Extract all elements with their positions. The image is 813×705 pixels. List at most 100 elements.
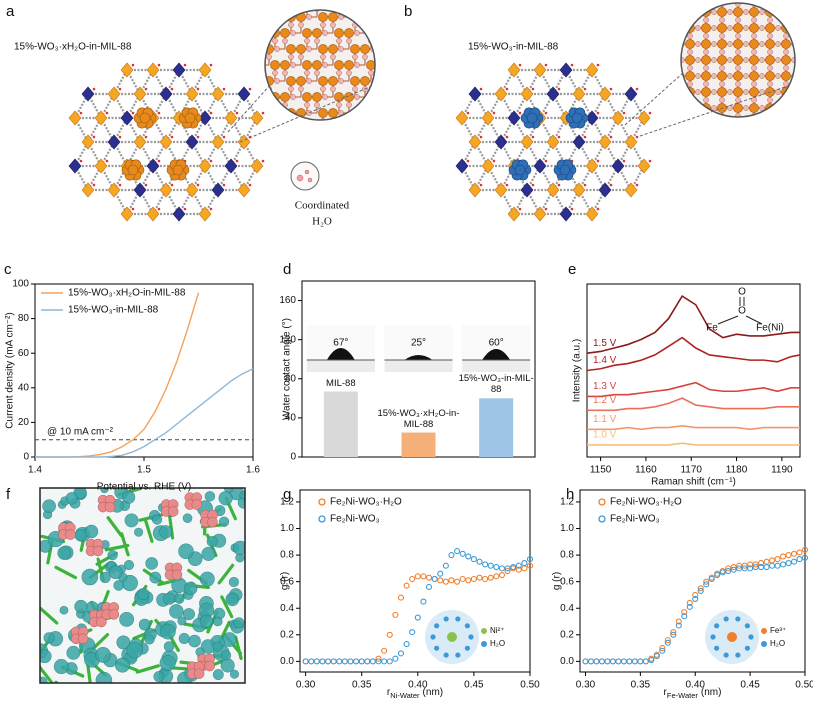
series-line: [35, 368, 254, 458]
point: [609, 658, 616, 665]
oxygen: [144, 183, 148, 187]
o-atom: [306, 78, 312, 84]
o-atom: [695, 105, 701, 111]
o-atom: [687, 145, 692, 150]
oxygen: [635, 183, 639, 187]
o-atom: [258, 126, 263, 131]
o-atom: [687, 129, 692, 134]
oxygen: [248, 87, 252, 91]
cluster-atom: [184, 112, 196, 124]
water: [201, 546, 216, 561]
oxygen: [570, 63, 574, 67]
o-atom: [298, 22, 304, 28]
o-atom: [751, 81, 757, 87]
o-atom: [767, 3, 773, 7]
water: [239, 490, 245, 501]
cluster: [171, 569, 183, 581]
metal-node: [107, 182, 121, 198]
o-atom: [346, 134, 351, 139]
o-atom: [711, 41, 717, 47]
oxygen: [492, 111, 496, 115]
o-atom: [735, 65, 741, 71]
o-atom: [727, 89, 733, 95]
framework: [455, 62, 652, 222]
oxygen: [131, 63, 135, 67]
o-atom: [400, 134, 405, 139]
o-atom: [256, 22, 261, 27]
metal-node: [198, 158, 212, 174]
water: [137, 587, 150, 601]
point: [779, 561, 787, 568]
w-atom: [749, 71, 759, 81]
o-atom: [799, 145, 804, 150]
o-atom: [240, 6, 245, 11]
x-axis-label: rNi-Water (nm): [387, 687, 443, 701]
o-atom: [322, 30, 328, 36]
metal-node: [172, 206, 186, 222]
o-atom: [258, 30, 263, 35]
ligand: [54, 680, 60, 683]
point: [730, 564, 737, 571]
o-atom: [719, 145, 724, 150]
o-atom: [719, 81, 725, 87]
o-atom: [775, 41, 781, 47]
metal-node: [494, 86, 508, 102]
x-tick-label: 1150: [590, 465, 612, 476]
water: [199, 571, 215, 587]
w-atom: [376, 124, 385, 133]
inset-bond: [745, 315, 763, 325]
point: [504, 567, 511, 575]
category-label: MIL-88: [326, 377, 356, 389]
oxygen: [222, 135, 226, 139]
w-atom: [366, 60, 375, 70]
point: [747, 565, 754, 572]
panel-label: c: [4, 261, 12, 278]
w-atom: [653, 39, 662, 48]
o-atom: [288, 22, 294, 28]
metal-node: [598, 182, 612, 198]
water: [221, 650, 232, 661]
x-axis-label: rFe-Water (nm): [664, 687, 722, 701]
o-atom: [711, 9, 717, 15]
metal-node: [533, 158, 547, 174]
oxygen: [222, 183, 226, 187]
oxygen: [209, 111, 213, 115]
w-atom: [701, 0, 710, 1]
inset-label: O: [738, 306, 746, 317]
o-atom: [671, 49, 676, 54]
o-atom: [360, 14, 366, 20]
w-atom: [312, 28, 322, 38]
x-tick-label: 0.45: [740, 680, 760, 691]
metal-node: [481, 110, 495, 126]
o-atom: [783, 33, 789, 39]
o-atom: [727, 105, 733, 111]
bar: [401, 432, 436, 457]
inset-water: [468, 634, 474, 640]
w-atom: [318, 76, 328, 86]
o-atom: [807, 137, 812, 142]
o-atom: [378, 102, 383, 107]
point: [364, 658, 371, 665]
metal-node: [507, 110, 521, 126]
o-atom: [338, 142, 343, 147]
point: [796, 549, 803, 556]
point: [620, 658, 627, 665]
o-atom: [711, 89, 717, 95]
oxygen: [544, 207, 548, 211]
o-atom: [759, 137, 764, 142]
o-atom: [671, 97, 676, 102]
o-atom: [695, 137, 700, 142]
o-atom: [265, 110, 270, 116]
o-atom: [751, 49, 757, 55]
point: [521, 560, 528, 567]
point: [752, 561, 759, 568]
x-tick-label: 1170: [680, 465, 702, 476]
inset-bond: [717, 315, 739, 325]
oxygen: [183, 63, 187, 67]
point: [515, 562, 522, 569]
metal-node: [94, 110, 108, 126]
y-tick-label: 20: [18, 417, 30, 428]
w-atom: [286, 44, 296, 54]
o-atom: [392, 78, 397, 83]
